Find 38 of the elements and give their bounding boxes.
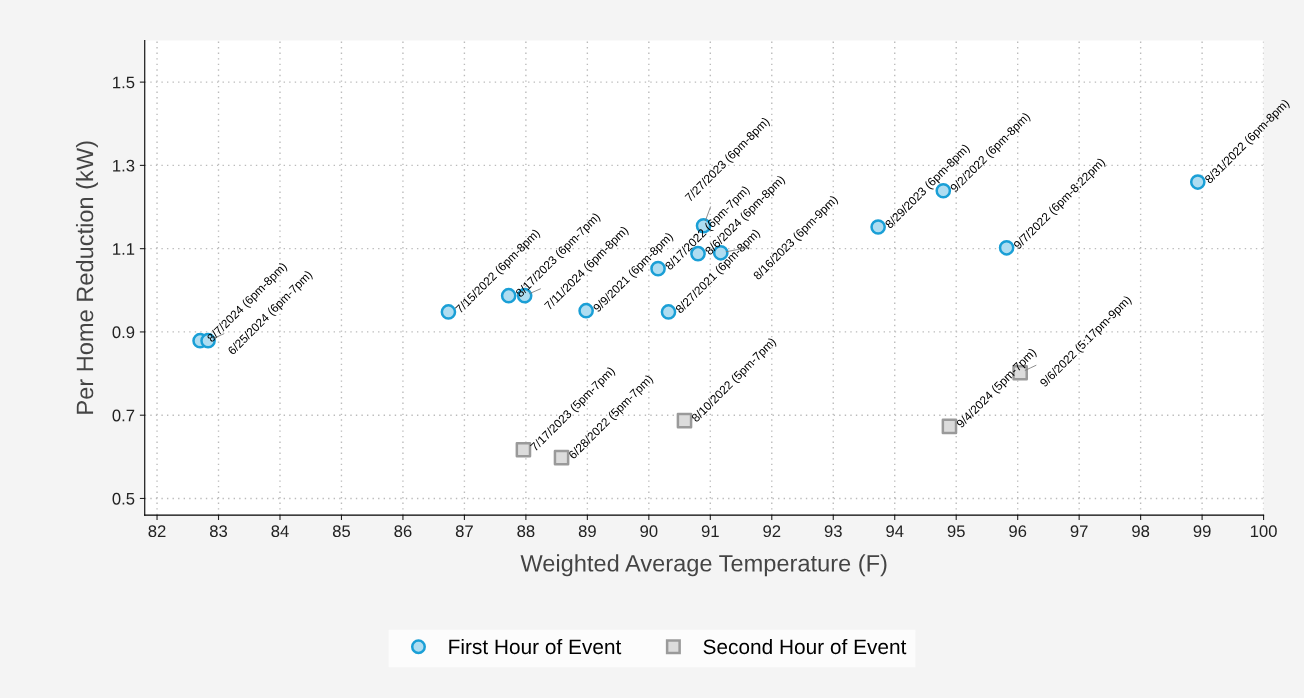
- x-tick-label: 86: [394, 525, 412, 538]
- x-tick-label: 93: [824, 525, 842, 538]
- y-tick-label: 1.5: [113, 76, 135, 89]
- x-tick-label: 90: [640, 525, 658, 538]
- y-tick-label: 0.7: [112, 409, 135, 422]
- x-axis-title: Weighted Average Temperature (F): [520, 554, 887, 577]
- point: [1189, 174, 1206, 190]
- x-tick-label: 88: [517, 525, 535, 538]
- x-tick-label: 99: [1193, 525, 1211, 538]
- x-tick-label: 95: [947, 525, 965, 538]
- x-tick-label: 100: [1250, 525, 1277, 538]
- point: [676, 412, 693, 429]
- x-tick-label: 83: [209, 525, 228, 538]
- x-tick-label: 84: [271, 525, 289, 538]
- x-tick-label: 97: [1070, 525, 1088, 538]
- x-tick-label: 87: [455, 525, 473, 538]
- y-tick-label: 1.3: [113, 159, 135, 172]
- y-tick-label: 1.1: [113, 243, 135, 255]
- x-tick-label: 82: [148, 525, 166, 538]
- x-tick-label: 92: [763, 525, 781, 538]
- x-tick-label: 94: [886, 525, 904, 538]
- x-tick-label: 89: [578, 525, 596, 538]
- point: [941, 418, 958, 435]
- x-tick-label: 85: [332, 525, 351, 538]
- legend-label: Second Hour of Event: [703, 638, 907, 655]
- point: [500, 287, 517, 304]
- point: [998, 239, 1015, 256]
- point: [660, 304, 677, 320]
- x-tick-label: 96: [1009, 525, 1027, 538]
- y-axis-title: Per Home Reduction (kW): [75, 141, 98, 414]
- x-tick-label: 91: [701, 525, 719, 538]
- y-tick-label: 0.5: [112, 492, 135, 505]
- x-tick-label: 98: [1132, 525, 1150, 538]
- point: [440, 304, 457, 320]
- legend-label: First Hour of Event: [449, 638, 622, 655]
- point: [515, 441, 532, 458]
- y-tick-label: 0.9: [112, 326, 135, 339]
- point: [870, 219, 886, 235]
